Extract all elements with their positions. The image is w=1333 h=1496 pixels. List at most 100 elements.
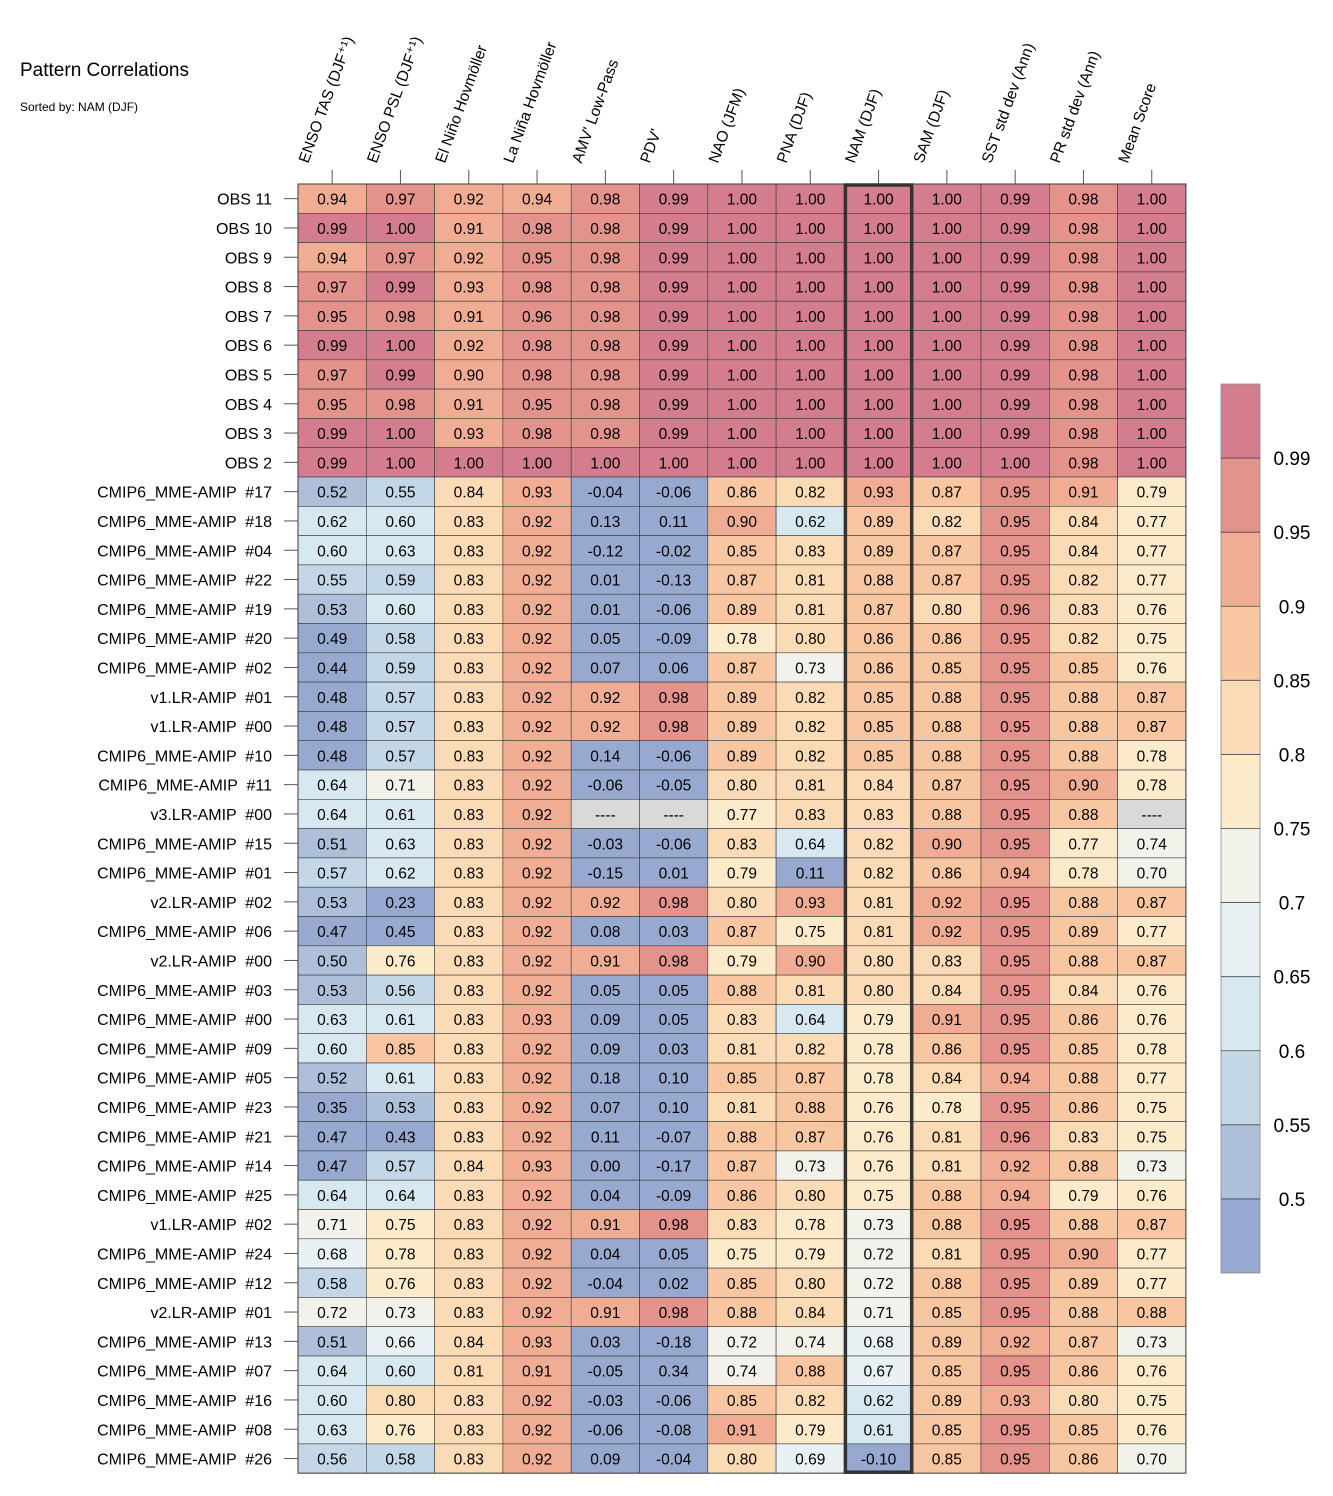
column-label-pdv: PDV' — [637, 127, 665, 166]
cell-value-label: 0.86 — [932, 866, 962, 883]
heatmap-cell — [980, 1238, 1050, 1269]
heatmap-cell — [297, 623, 367, 654]
row-label-obs-10: OBS 10 — [216, 221, 272, 238]
cell-value-label: 0.75 — [385, 1217, 415, 1234]
heatmap-cell — [502, 1121, 572, 1152]
cell-value-label: 1.00 — [863, 280, 894, 297]
cell-value-label: 0.05 — [659, 1246, 689, 1263]
heatmap-cell — [297, 1326, 367, 1357]
cell-value-label: 0.86 — [1068, 1452, 1098, 1469]
cell-value-label: -0.12 — [588, 543, 623, 560]
cell-value-label: 0.78 — [385, 1246, 415, 1263]
cell-value-label: 0.72 — [727, 1334, 757, 1351]
cell-value-label: 1.00 — [932, 455, 963, 472]
heatmap-cell — [639, 1297, 709, 1328]
colorbar-bin — [1221, 532, 1260, 607]
heatmap-cell — [434, 271, 504, 302]
cell-value-label: 0.76 — [1137, 602, 1167, 619]
heatmap-cell — [502, 623, 572, 654]
cell-value-label: 0.35 — [317, 1100, 347, 1117]
heatmap-cell — [775, 418, 845, 448]
heatmap-cell — [707, 681, 777, 712]
heatmap-cell — [639, 359, 709, 390]
row-label-cmip6-mme-amip-09: CMIP6_MME-AMIP #09 — [97, 1041, 272, 1058]
cell-value-label: 0.99 — [659, 367, 689, 384]
heatmap-cell — [297, 300, 367, 331]
cell-value-label: 0.95 — [1000, 660, 1030, 677]
colorbar-tick-label: 0.6 — [1279, 1042, 1305, 1063]
cell-value-label: -0.04 — [656, 1452, 692, 1469]
heatmap-cell — [775, 1033, 845, 1064]
heatmap-cell — [365, 447, 435, 478]
heatmap-cell — [707, 300, 777, 331]
heatmap-cell — [775, 1062, 845, 1093]
row-label-cmip6-mme-amip-04: CMIP6_MME-AMIP #04 — [97, 543, 272, 560]
cell-value-label: 1.00 — [727, 338, 758, 355]
heatmap-cell — [1117, 711, 1187, 742]
colorbar-bin — [1221, 976, 1260, 1051]
cell-value-label: 0.83 — [454, 602, 484, 619]
row-label-cmip6-mme-amip-18: CMIP6_MME-AMIP #18 — [97, 514, 272, 531]
heatmap-cell — [297, 652, 367, 683]
heatmap-cell — [1117, 1121, 1187, 1152]
heatmap-cell — [775, 1267, 845, 1298]
heatmap-cell — [639, 1443, 709, 1474]
heatmap-cell — [1049, 623, 1118, 654]
cell-value-label: 0.81 — [932, 1246, 962, 1263]
cell-value-label: 0.53 — [317, 895, 347, 912]
cell-value-label: 0.23 — [385, 895, 415, 912]
heatmap-cell — [980, 740, 1050, 771]
cell-value-label: 0.60 — [385, 514, 416, 531]
heatmap-cell — [502, 330, 572, 361]
colorbar-bin — [1221, 1198, 1260, 1273]
cell-value-label: 0.88 — [727, 983, 757, 1000]
heatmap-cell — [365, 828, 435, 859]
cell-value-label: 0.81 — [795, 602, 825, 619]
cell-value-label: 0.91 — [590, 1217, 620, 1234]
cell-value-label: 0.99 — [385, 280, 415, 297]
cell-value-label: 0.95 — [317, 309, 347, 326]
heatmap-cell — [1049, 769, 1118, 800]
heatmap-cell — [775, 535, 845, 566]
cell-value-label: 0.88 — [932, 807, 962, 824]
heatmap-cell — [1117, 1092, 1187, 1122]
heatmap-cell — [570, 564, 640, 595]
cell-value-label: 0.96 — [1000, 602, 1030, 619]
cell-value-label: 0.52 — [317, 1071, 347, 1088]
cell-value-label: 0.92 — [1000, 1334, 1030, 1351]
cell-value-label: 0.88 — [727, 1129, 757, 1146]
cell-value-label: 0.93 — [522, 1012, 552, 1029]
cell-value-label: 0.95 — [1000, 1276, 1030, 1293]
cell-value-label: 0.03 — [659, 924, 689, 941]
heatmap-cell — [912, 330, 982, 361]
heatmap-cell — [297, 828, 367, 859]
cell-value-label: 0.83 — [454, 1422, 484, 1439]
heatmap-cell — [775, 300, 845, 331]
heatmap-cell — [434, 769, 504, 800]
heatmap-cell — [365, 1297, 435, 1328]
cell-value-label: 1.00 — [727, 280, 758, 297]
heatmap-cell — [570, 886, 640, 917]
heatmap-cell — [844, 886, 914, 917]
cell-value-label: 0.92 — [522, 924, 552, 941]
column-label-el-ni-o-hovm-ller: El Niño Hovmöller — [433, 43, 491, 165]
cell-value-label: 0.71 — [863, 1305, 893, 1322]
cell-value-label: 0.81 — [863, 924, 893, 941]
cell-value-label: 0.99 — [659, 280, 689, 297]
heatmap-cell — [434, 242, 504, 273]
cell-value-label: 0.98 — [1068, 397, 1098, 414]
cell-value-label: 1.00 — [795, 455, 826, 472]
heatmap-cell — [297, 857, 367, 888]
cell-value-label: 0.98 — [659, 1305, 689, 1322]
cell-value-label: 0.11 — [796, 866, 825, 883]
heatmap-cell — [297, 1209, 367, 1240]
cell-value-label: 0.80 — [727, 778, 758, 795]
cell-value-label: 0.53 — [385, 1100, 415, 1117]
heatmap-cell — [1049, 916, 1118, 947]
cell-value-label: 0.82 — [795, 690, 825, 707]
heatmap-cell — [297, 1033, 367, 1064]
cell-value-label: -0.06 — [588, 778, 623, 795]
heatmap-cell — [775, 652, 845, 683]
cell-value-label: 0.81 — [932, 1159, 962, 1176]
cell-value-label: 0.53 — [317, 983, 347, 1000]
